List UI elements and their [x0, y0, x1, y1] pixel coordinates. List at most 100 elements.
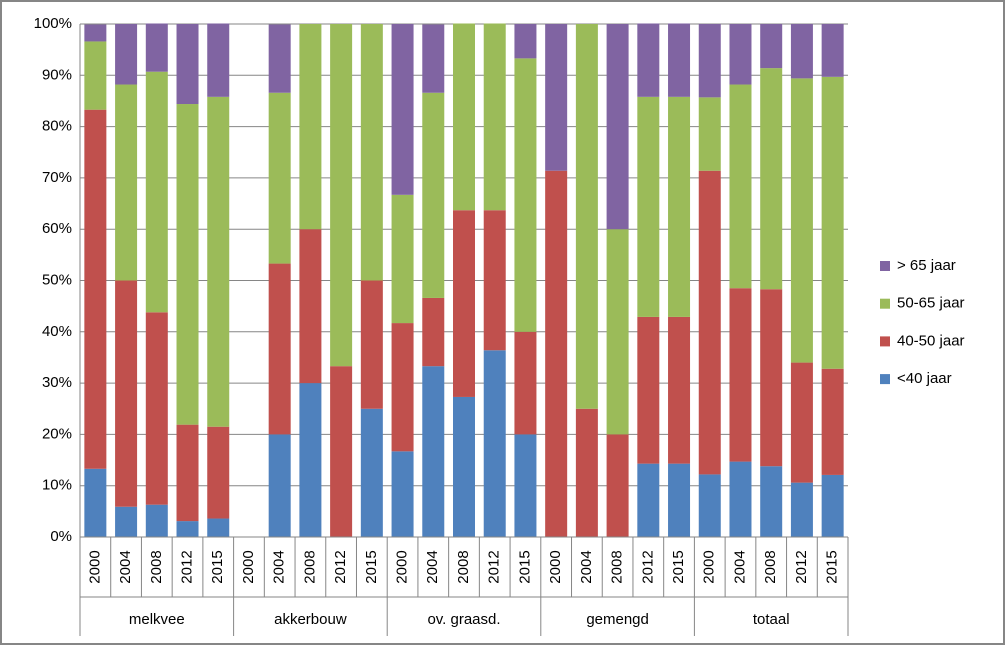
x-tick-label: 2008	[301, 550, 318, 583]
bar-segment	[483, 210, 506, 351]
bar-segment	[637, 463, 660, 537]
bar-segment	[360, 24, 383, 281]
bar-segment	[514, 331, 537, 435]
y-tick-label: 80%	[42, 118, 72, 135]
bar-segment	[790, 24, 813, 79]
bar-segment	[422, 297, 445, 367]
bar-segment	[790, 482, 813, 537]
bar-segment	[668, 463, 691, 537]
y-tick-label: 10%	[42, 477, 72, 494]
y-tick-label: 90%	[42, 66, 72, 83]
x-tick-label: 2012	[332, 550, 349, 583]
bar-segment	[698, 24, 721, 98]
bar-segment	[330, 24, 353, 367]
bar-segment	[391, 194, 414, 324]
x-tick-label: 2004	[271, 550, 288, 583]
bar-segment	[821, 24, 844, 77]
bar-segment	[176, 104, 199, 425]
y-tick-label: 0%	[50, 528, 72, 545]
legend-swatch	[880, 261, 890, 271]
bar-segment	[145, 23, 168, 72]
group-label: akkerbouw	[274, 611, 347, 628]
x-tick-label: 2000	[240, 550, 257, 583]
bar-segment	[545, 170, 568, 537]
bar-segment	[145, 504, 168, 537]
bar-segment	[176, 521, 199, 537]
legend-swatch	[880, 298, 890, 309]
y-tick-label: 100%	[34, 15, 72, 32]
bar-segment	[115, 24, 138, 85]
bar-segment	[84, 24, 107, 42]
legend-swatch	[880, 374, 890, 385]
bar-segment	[760, 68, 783, 290]
bar-segment	[483, 23, 506, 211]
x-tick-label: 2008	[762, 550, 779, 583]
x-tick-label: 2000	[701, 550, 718, 583]
bar-segment	[84, 41, 107, 110]
bar-segment	[729, 84, 752, 289]
x-tick-label: 2004	[578, 550, 595, 583]
bar-segment	[760, 289, 783, 467]
x-tick-label: 2004	[731, 550, 748, 583]
x-tick-label: 2015	[363, 550, 380, 583]
bar-segment	[637, 23, 660, 97]
bar-segment	[145, 312, 168, 505]
bar-segment	[360, 408, 383, 537]
bar-segment	[698, 474, 721, 537]
x-tick-label: 2015	[516, 550, 533, 583]
bar-segment	[668, 23, 691, 97]
bar-segment	[115, 506, 138, 537]
x-tick-label: 2000	[547, 550, 564, 583]
legend-swatch	[880, 336, 890, 347]
y-tick-label: 50%	[42, 271, 72, 288]
bar-segment	[299, 24, 322, 230]
x-tick-label: 2008	[148, 550, 165, 583]
x-tick-label: 2004	[424, 550, 441, 583]
bar-segment	[790, 78, 813, 363]
bar-segment	[422, 366, 445, 537]
bar-segment	[299, 383, 322, 537]
bar-segment	[299, 229, 322, 384]
x-tick-label: 2004	[117, 550, 134, 583]
legend-label: 50-65 jaar	[897, 295, 965, 312]
bar-segment	[115, 84, 138, 281]
x-tick-label: 2008	[609, 550, 626, 583]
bar-segment	[483, 350, 506, 537]
legend-label: <40 jaar	[897, 370, 952, 387]
bar-segment	[545, 24, 568, 171]
group-label: ov. graasd.	[427, 611, 500, 628]
bar-segment	[84, 109, 107, 469]
bar-segment	[207, 426, 230, 519]
bar-segment	[821, 368, 844, 475]
x-tick-label: 2012	[793, 550, 810, 583]
y-tick-label: 60%	[42, 220, 72, 237]
bar-segment	[760, 466, 783, 537]
bar-segment	[698, 170, 721, 475]
bar-segment	[514, 24, 537, 59]
bar-segment	[698, 97, 721, 171]
bar-segment	[453, 396, 475, 537]
bar-segment	[422, 92, 445, 298]
x-tick-label: 2000	[86, 550, 103, 583]
bar-segment	[821, 76, 844, 369]
bar-segment	[453, 23, 475, 211]
group-label: melkvee	[129, 611, 185, 628]
bar-segment	[729, 24, 752, 85]
x-tick-label: 2012	[486, 550, 503, 583]
bar-segment	[514, 434, 537, 537]
bar-segment	[391, 323, 414, 452]
bar-segment	[207, 96, 230, 427]
bar-segment	[268, 92, 291, 264]
bar-segment	[760, 24, 783, 69]
y-tick-label: 20%	[42, 425, 72, 442]
bar-segment	[268, 263, 291, 435]
bar-segment	[606, 24, 629, 230]
group-label: totaal	[753, 611, 790, 628]
x-tick-label: 2015	[670, 550, 687, 583]
bar-segment	[391, 451, 414, 537]
bar-segment	[391, 24, 414, 195]
bar-segment	[453, 210, 475, 397]
bar-segment	[176, 24, 199, 105]
bar-segment	[575, 24, 598, 409]
bar-segment	[514, 58, 537, 332]
